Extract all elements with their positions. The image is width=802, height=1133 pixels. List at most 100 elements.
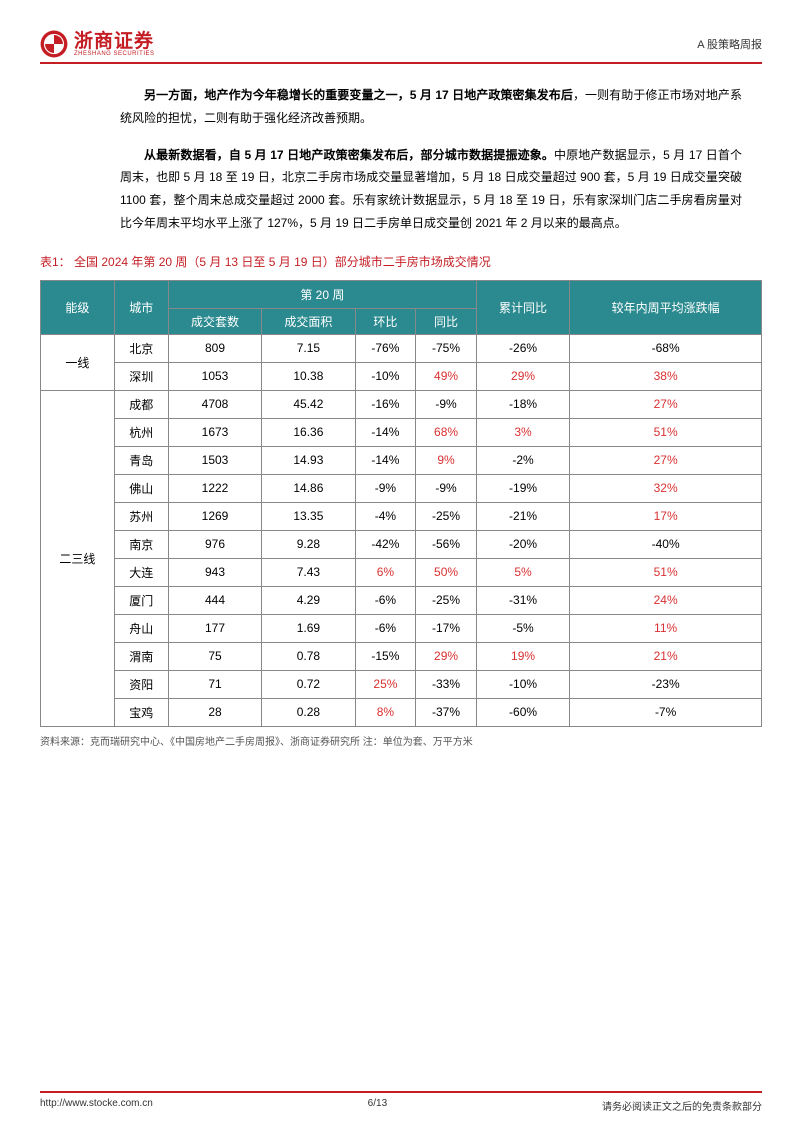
- table-source: 资料来源：克而瑞研究中心、《中国房地产二手房周报》、浙商证券研究所 注：单位为套…: [40, 733, 762, 748]
- table-cell: 25%: [355, 670, 416, 698]
- table-cell: 3%: [476, 418, 569, 446]
- table-cell: -15%: [355, 642, 416, 670]
- table-cell: 6%: [355, 558, 416, 586]
- table-cell: 厦门: [114, 586, 168, 614]
- table-cell: -20%: [476, 530, 569, 558]
- table-row: 大连9437.436%50%5%51%: [41, 558, 762, 586]
- table-row: 深圳105310.38-10%49%29%38%: [41, 362, 762, 390]
- table-cell: 1.69: [262, 614, 355, 642]
- th-area: 成交面积: [262, 308, 355, 334]
- table-cell: 10.38: [262, 362, 355, 390]
- table-cell: -37%: [416, 698, 477, 726]
- table-cell: -2%: [476, 446, 569, 474]
- table-cell: -9%: [416, 474, 477, 502]
- table-cell: 4.29: [262, 586, 355, 614]
- table-cell: -76%: [355, 334, 416, 362]
- table-cell: -56%: [416, 530, 477, 558]
- table-cell: 14.93: [262, 446, 355, 474]
- table-cell: -9%: [355, 474, 416, 502]
- table-cell: 28: [168, 698, 261, 726]
- table-cell: 19%: [476, 642, 569, 670]
- table-cell: -25%: [416, 586, 477, 614]
- table-row: 杭州167316.36-14%68%3%51%: [41, 418, 762, 446]
- table-cell: 14.86: [262, 474, 355, 502]
- table-cell: 16.36: [262, 418, 355, 446]
- table-cell: 0.78: [262, 642, 355, 670]
- logo: 浙商证券 ZHESHANG SECURITIES: [40, 30, 155, 58]
- table-cell: 1503: [168, 446, 261, 474]
- table-cell: 943: [168, 558, 261, 586]
- table-cell: 0.28: [262, 698, 355, 726]
- table-cell: 444: [168, 586, 261, 614]
- table-cell: -31%: [476, 586, 569, 614]
- table-cell: -4%: [355, 502, 416, 530]
- table-cell: 0.72: [262, 670, 355, 698]
- table-cell: -75%: [416, 334, 477, 362]
- table-cell: 24%: [570, 586, 762, 614]
- tier-cell: 一线: [41, 334, 115, 390]
- table-cell: 宝鸡: [114, 698, 168, 726]
- table-cell: 9%: [416, 446, 477, 474]
- paragraph-2-bold: 从最新数据看，自 5 月 17 日地产政策密集发布后，部分城市数据提振迹象。: [144, 148, 554, 162]
- table-cell: 11%: [570, 614, 762, 642]
- table-body: 一线北京8097.15-76%-75%-26%-68%深圳105310.38-1…: [41, 334, 762, 726]
- table-cell: -25%: [416, 502, 477, 530]
- table-cell: -16%: [355, 390, 416, 418]
- footer-disclaimer: 请务必阅读正文之后的免责条款部分: [602, 1098, 762, 1113]
- table-cell: 27%: [570, 446, 762, 474]
- table-row: 一线北京8097.15-76%-75%-26%-68%: [41, 334, 762, 362]
- table-cell: -14%: [355, 446, 416, 474]
- table-row: 南京9769.28-42%-56%-20%-40%: [41, 530, 762, 558]
- table-cell: -17%: [416, 614, 477, 642]
- table-cell: 成都: [114, 390, 168, 418]
- table-cell: 49%: [416, 362, 477, 390]
- th-vol: 成交套数: [168, 308, 261, 334]
- table-cell: 青岛: [114, 446, 168, 474]
- table-cell: 29%: [416, 642, 477, 670]
- table-cell: 佛山: [114, 474, 168, 502]
- table-caption: 表1： 全国 2024 年第 20 周（5 月 13 日至 5 月 19 日）部…: [40, 253, 762, 270]
- table-cell: 17%: [570, 502, 762, 530]
- table-row: 苏州126913.35-4%-25%-21%17%: [41, 502, 762, 530]
- table-cell: 8%: [355, 698, 416, 726]
- table-cell: 1673: [168, 418, 261, 446]
- table-cell: -60%: [476, 698, 569, 726]
- table-cell: 舟山: [114, 614, 168, 642]
- table-row: 渭南750.78-15%29%19%21%: [41, 642, 762, 670]
- table-cell: 大连: [114, 558, 168, 586]
- table-row: 资阳710.7225%-33%-10%-23%: [41, 670, 762, 698]
- logo-text-en: ZHESHANG SECURITIES: [74, 51, 155, 57]
- table-cell: -7%: [570, 698, 762, 726]
- table-cell: -26%: [476, 334, 569, 362]
- th-week-group: 第 20 周: [168, 280, 476, 308]
- table-cell: 1269: [168, 502, 261, 530]
- header-divider: [40, 62, 762, 64]
- table-cell: 苏州: [114, 502, 168, 530]
- table-cell: -10%: [476, 670, 569, 698]
- table-cell: -42%: [355, 530, 416, 558]
- paragraph-1-bold: 另一方面，地产作为今年稳增长的重要变量之一，5 月 17 日地产政策密集发布后: [144, 88, 573, 102]
- table-cell: -6%: [355, 586, 416, 614]
- data-table: 能级 城市 第 20 周 累计同比 较年内周平均涨跌幅 成交套数 成交面积 环比…: [40, 280, 762, 727]
- header: 浙商证券 ZHESHANG SECURITIES A 股策略周报: [40, 30, 762, 58]
- table-cell: 32%: [570, 474, 762, 502]
- table-cell: 38%: [570, 362, 762, 390]
- table-cell: 75: [168, 642, 261, 670]
- table-cell: 29%: [476, 362, 569, 390]
- table-cell: 51%: [570, 558, 762, 586]
- table-cell: -40%: [570, 530, 762, 558]
- th-city: 城市: [114, 280, 168, 334]
- footer: http://www.stocke.com.cn 6/13 请务必阅读正文之后的…: [40, 1098, 762, 1113]
- table-cell: 1222: [168, 474, 261, 502]
- paragraph-1: 另一方面，地产作为今年稳增长的重要变量之一，5 月 17 日地产政策密集发布后，…: [120, 84, 742, 130]
- table-cell: 976: [168, 530, 261, 558]
- table-cell: 5%: [476, 558, 569, 586]
- table-cell: 7.43: [262, 558, 355, 586]
- table-row: 厦门4444.29-6%-25%-31%24%: [41, 586, 762, 614]
- report-type: A 股策略周报: [697, 36, 762, 52]
- table-cell: 50%: [416, 558, 477, 586]
- table-cell: 51%: [570, 418, 762, 446]
- table-cell: 北京: [114, 334, 168, 362]
- th-cum-yoy: 累计同比: [476, 280, 569, 334]
- table-cell: 资阳: [114, 670, 168, 698]
